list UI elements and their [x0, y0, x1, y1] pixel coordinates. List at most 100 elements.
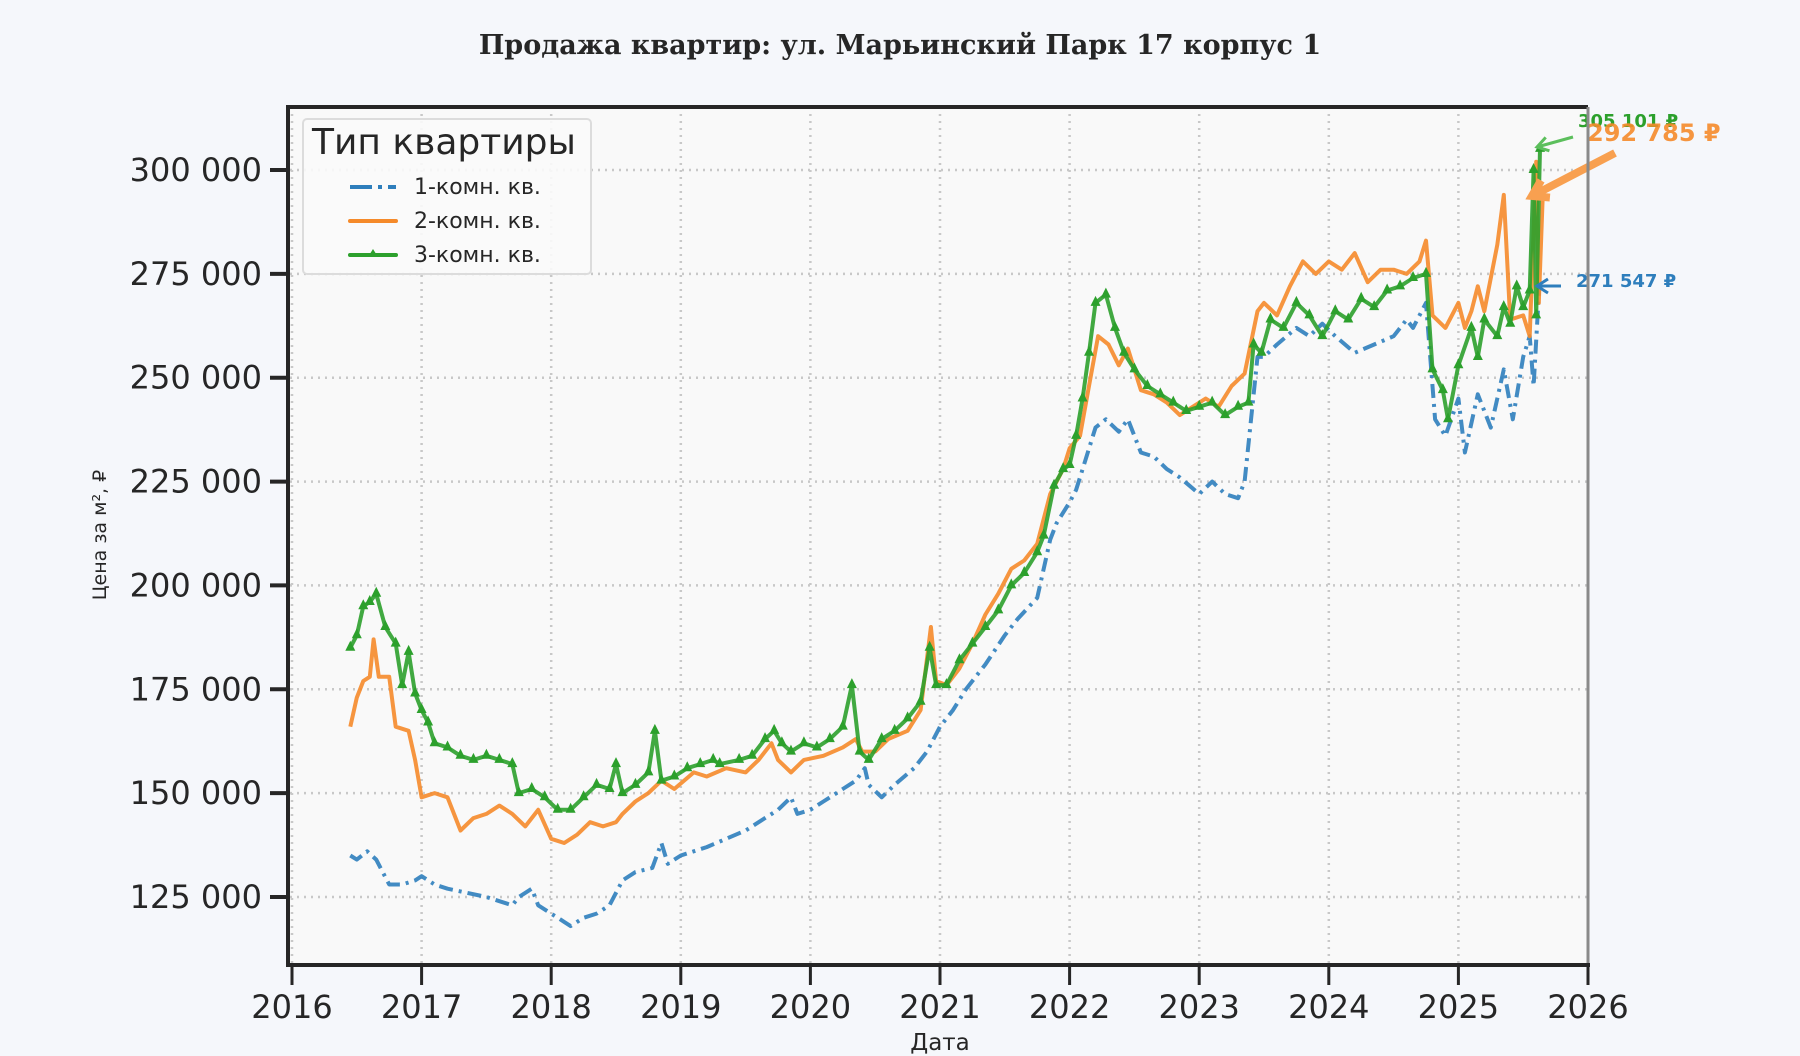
triangle-marker — [617, 786, 628, 797]
triangle-marker — [1408, 271, 1419, 282]
triangle-marker — [1207, 395, 1218, 406]
triangle-marker — [380, 619, 391, 630]
triangle-marker — [785, 744, 796, 755]
triangle-marker — [1129, 362, 1140, 373]
triangle-marker — [578, 790, 589, 801]
arrow-head — [1525, 178, 1551, 202]
triangle-marker — [776, 736, 787, 747]
x-tick-label: 2017 — [381, 988, 462, 1026]
triangle-marker — [390, 636, 401, 647]
triangle-marker — [481, 748, 492, 759]
triangle-marker — [1479, 312, 1490, 323]
triangle-marker — [1064, 457, 1075, 468]
legend: Тип квартиры 1-комн. кв. 2-комн. кв. 3-к… — [302, 118, 592, 275]
triangle-marker — [1168, 395, 1179, 406]
triangle-marker — [1369, 300, 1380, 311]
series-line-1-room — [349, 288, 1541, 929]
triangle-marker — [1142, 379, 1153, 390]
dashdot-line-icon — [350, 185, 396, 189]
triangle-marker — [630, 777, 641, 788]
annotation-1-room-last: 271 547 ₽ — [1576, 271, 1676, 292]
annotation-arrow — [1536, 135, 1574, 149]
triangle-marker — [1356, 291, 1367, 302]
x-tick-label: 2023 — [1158, 988, 1239, 1026]
triangle-marker — [643, 765, 654, 776]
triangle-marker — [1119, 345, 1130, 356]
triangle-marker — [1038, 528, 1049, 539]
triangle-marker — [734, 752, 745, 763]
triangle-marker — [889, 723, 900, 734]
triangle-marker — [442, 740, 453, 751]
triangle-marker — [1220, 408, 1231, 419]
triangle-marker — [769, 723, 780, 734]
y-tick-label: 200 000 — [130, 566, 262, 604]
y-axis-ticks: 125 000 150 000 175 000 200 000 225 000 250 0… — [130, 151, 288, 916]
triangle-marker — [345, 640, 356, 651]
triangle-marker — [980, 619, 991, 630]
triangle-marker — [1109, 320, 1120, 331]
triangle-marker — [1466, 320, 1477, 331]
legend-item-1-room: 1-комн. кв. — [348, 172, 541, 202]
y-tick-label: 125 000 — [130, 878, 262, 916]
triangle-marker — [565, 802, 576, 813]
triangle-marker — [1243, 395, 1254, 406]
x-axis-label: Дата — [910, 1030, 970, 1056]
triangle-marker — [876, 732, 887, 743]
triangle-marker — [924, 640, 935, 651]
triangle-marker — [552, 802, 563, 813]
y-tick-label: 300 000 — [130, 151, 262, 189]
triangle-marker — [1524, 283, 1535, 294]
annotation-arrow — [1530, 149, 1617, 200]
chart-title: Продажа квартир: ул. Марьинский Парк 17 … — [478, 30, 1322, 61]
triangle-marker — [1077, 391, 1088, 402]
triangle-marker — [397, 678, 408, 689]
triangle-marker — [1427, 362, 1438, 373]
triangle-marker — [649, 723, 660, 734]
triangle-marker — [513, 786, 524, 797]
triangle-marker — [371, 586, 382, 597]
x-tick-label: 2021 — [899, 988, 980, 1026]
triangle-marker — [714, 757, 725, 768]
legend-item-3-room: 3-комн. кв. — [348, 240, 541, 270]
triangle-marker — [604, 781, 615, 792]
triangle-marker — [760, 732, 771, 743]
legend-label: 1-комн. кв. — [414, 174, 541, 200]
x-tick-label: 2020 — [770, 988, 851, 1026]
triangle-marker — [1343, 312, 1354, 323]
x-tick-label: 2024 — [1288, 988, 1369, 1026]
triangle-marker — [1472, 349, 1483, 360]
annotations: 305 101 ₽292 785 ₽ 271 547 ₽ — [1525, 111, 1721, 295]
triangle-marker — [837, 719, 848, 730]
x-axis-ticks: 2016 2017 2018 2019 2020 2021 2022 2023 2024 2025… — [251, 965, 1629, 1026]
triangle-marker — [468, 752, 479, 763]
triangle-marker — [1058, 462, 1069, 473]
legend-item-2-room: 2-комн. кв. — [348, 206, 541, 236]
triangle-marker — [1090, 295, 1101, 306]
annotation-2-room-last: 292 785 ₽ — [1587, 119, 1721, 147]
triangle-marker — [1071, 428, 1082, 439]
triangle-marker — [358, 599, 369, 610]
triangle-marker — [846, 678, 857, 689]
triangle-marker — [423, 715, 434, 726]
triangle-marker — [1291, 295, 1302, 306]
y-axis-label: Цена за м², ₽ — [89, 469, 111, 601]
x-tick-label: 2016 — [251, 988, 332, 1026]
triangle-marker — [1395, 279, 1406, 290]
triangle-marker — [1437, 383, 1448, 394]
triangle-marker — [1453, 358, 1464, 369]
triangle-marker — [1330, 304, 1341, 315]
y-tick-label: 225 000 — [130, 463, 262, 501]
x-tick-label: 2022 — [1029, 988, 1110, 1026]
triangle-marker — [1084, 345, 1095, 356]
arrow-head — [1534, 277, 1549, 295]
triangle-marker — [1194, 399, 1205, 410]
triangle-marker — [611, 757, 621, 768]
triangle-marker — [967, 636, 978, 647]
triangle-marker — [429, 736, 440, 747]
legend-title: Тип квартиры — [312, 122, 576, 163]
triangle-marker-line-icon — [348, 249, 398, 257]
triangle-marker — [539, 790, 550, 801]
triangle-marker — [1531, 308, 1542, 319]
triangle-marker — [1006, 578, 1017, 589]
